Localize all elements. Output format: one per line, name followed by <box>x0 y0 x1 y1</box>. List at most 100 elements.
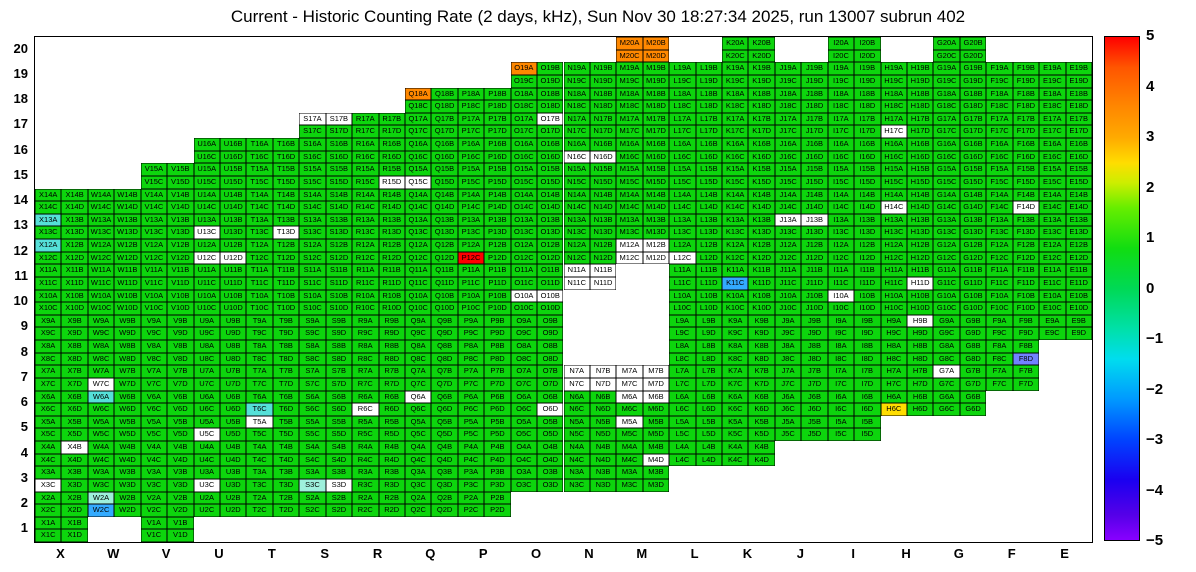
plot-frame: M20A M20B M20C M20D K20A K20B K20C K20D I20A I20B… <box>34 36 1093 543</box>
grid-cell: T9D <box>272 327 300 340</box>
grid-cell: G13A <box>933 213 960 227</box>
grid-cell: S3B <box>325 466 353 479</box>
grid-cell: W8A <box>87 340 115 353</box>
grid-cell: X10A <box>35 289 62 303</box>
grid-cell: F9C <box>986 327 1013 340</box>
y-axis-label: 2 <box>20 495 28 511</box>
grid-cell: O3A <box>510 466 538 479</box>
grid-cell: J8A <box>774 340 802 353</box>
grid-cell: S14A <box>299 188 326 202</box>
grid-cell: W12B <box>114 239 141 252</box>
grid-cell: R8B <box>378 340 405 353</box>
grid-cell: E9A <box>1039 314 1066 328</box>
grid-cell: P15B <box>484 163 511 176</box>
grid-cell: I7B <box>854 365 881 378</box>
grid-cell: N7C <box>563 377 590 391</box>
grid-cell: Q10C <box>404 302 432 315</box>
grid-cell: J7D <box>801 377 828 391</box>
x-axis-label: I <box>851 546 855 561</box>
grid-cell: P9D <box>484 327 511 340</box>
grid-cell: Q6D <box>431 403 458 416</box>
colorbar-tick-label: 3 <box>1146 128 1155 145</box>
grid-cell: K17D <box>748 125 775 138</box>
grid-cell: I8A <box>827 340 855 353</box>
grid-cell: O8B <box>537 340 564 353</box>
grid-cell: M5C <box>616 428 643 441</box>
grid-cell: R7D <box>378 377 405 391</box>
grid-cell: O15C <box>510 175 538 189</box>
grid-cell: X5D <box>61 428 88 441</box>
grid-cell: R3B <box>378 466 405 479</box>
grid-cell: S7C <box>299 377 326 391</box>
grid-cell: U10C <box>193 302 220 315</box>
grid-cell: O19A <box>510 62 538 75</box>
grid-cell: S4C <box>299 453 326 467</box>
grid-cell: F12A <box>986 239 1013 252</box>
grid-cell: K16B <box>748 138 775 151</box>
grid-cell: P12C <box>457 251 485 265</box>
grid-cell: P12A <box>457 239 485 252</box>
grid-cell: G20A <box>933 37 960 50</box>
grid-cell: T11B <box>272 264 300 277</box>
grid-cell: R16B <box>378 138 405 151</box>
grid-cell: Q11D <box>431 276 458 290</box>
grid-cell: E16D <box>1065 150 1092 164</box>
grid-cell: G11D <box>959 276 987 290</box>
grid-cell: T2D <box>272 504 300 517</box>
grid-cell: M6A <box>616 390 643 404</box>
grid-cell: V11C <box>140 276 168 290</box>
grid-cell: U7A <box>193 365 220 378</box>
grid-cell: K9D <box>748 327 775 340</box>
grid-cell: O12C <box>510 251 538 265</box>
grid-cell: U9D <box>219 327 247 340</box>
grid-cell: T16A <box>246 138 273 151</box>
grid-cell: W8B <box>114 340 141 353</box>
grid-cell: U8C <box>193 352 220 366</box>
x-axis-label: G <box>953 546 964 561</box>
grid-cell: H16B <box>907 138 934 151</box>
x-axis-label: P <box>478 546 488 561</box>
grid-cell: M19D <box>642 74 670 88</box>
grid-cell: E10B <box>1065 289 1092 303</box>
grid-cell: W11B <box>114 264 141 277</box>
grid-cell: N6C <box>563 403 590 416</box>
grid-cell: U14C <box>193 201 220 214</box>
grid-cell: P6B <box>484 390 511 404</box>
grid-cell: S10B <box>325 289 353 303</box>
grid-cell: P3A <box>457 466 485 479</box>
grid-cell: O4C <box>510 453 538 467</box>
grid-cell: X2B <box>61 491 88 505</box>
grid-cell: F17C <box>986 125 1013 138</box>
grid-cell: R10A <box>352 289 379 303</box>
grid-cell: Q8C <box>404 352 432 366</box>
grid-cell: N17B <box>589 112 617 126</box>
grid-cell: O3C <box>510 478 538 492</box>
grid-cell: R9B <box>378 314 405 328</box>
grid-cell: G7C <box>933 377 960 391</box>
grid-cell: N11A <box>563 264 590 277</box>
grid-cell: M3A <box>616 466 643 479</box>
grid-cell: M19C <box>616 74 643 88</box>
grid-cell: J7C <box>774 377 802 391</box>
grid-cell: S4D <box>325 453 353 467</box>
grid-cell: F17D <box>1012 125 1040 138</box>
grid-cell: O13B <box>537 213 564 227</box>
grid-cell: F16B <box>1012 138 1040 151</box>
grid-cell: R5A <box>352 415 379 429</box>
grid-cell: J18D <box>801 100 828 113</box>
grid-cell: N3C <box>563 478 590 492</box>
grid-cell: V8A <box>140 340 168 353</box>
grid-cell: T5B <box>272 415 300 429</box>
y-axis-label: 4 <box>20 444 28 460</box>
grid-cell: F17B <box>1012 112 1040 126</box>
grid-cell: Q8A <box>404 340 432 353</box>
grid-cell: M12A <box>616 239 643 252</box>
grid-cell: T8A <box>246 340 273 353</box>
grid-cell: R2C <box>352 504 379 517</box>
grid-cell: P10C <box>457 302 485 315</box>
grid-cell: O15B <box>537 163 564 176</box>
grid-cell: Q17D <box>431 125 458 138</box>
grid-cell: O6B <box>537 390 564 404</box>
grid-cell: T5D <box>272 428 300 441</box>
grid-cell: R13D <box>378 226 405 239</box>
